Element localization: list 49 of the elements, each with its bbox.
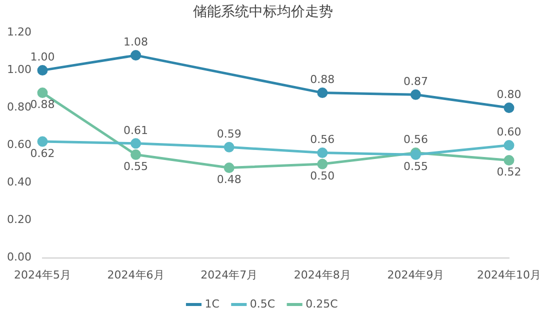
data-label: 0.59 [216, 128, 242, 141]
y-tick-label: 0.40 [6, 176, 32, 189]
point [317, 88, 328, 98]
y-tick-label: 0.80 [6, 100, 32, 114]
data-label: 0.61 [124, 124, 148, 137]
y-tick-label: 0.00 [6, 250, 32, 264]
x-tick-label: 2024年10月 [477, 268, 542, 282]
data-label: 0.52 [496, 166, 522, 179]
data-label: 0.56 [403, 133, 428, 146]
chart-title: 储能系统中标均价走势 [193, 4, 333, 20]
data-label: 0.55 [403, 160, 428, 174]
x-tick-label: 2024年6月 [107, 268, 164, 282]
data-label: 0.60 [496, 126, 522, 139]
data-label: 0.88 [30, 98, 55, 112]
data-label: 0.80 [496, 88, 522, 102]
data-label: 1.00 [30, 50, 55, 64]
y-tick-label: 1.00 [6, 63, 32, 76]
point [504, 102, 514, 114]
y-tick-label: 0.20 [6, 213, 32, 226]
data-label: 1.08 [124, 36, 148, 49]
point [504, 140, 514, 151]
x-tick-label: 2024年9月 [387, 268, 444, 282]
point [410, 89, 421, 100]
point [224, 162, 234, 174]
point [130, 138, 142, 149]
y-tick-label: 0.60 [6, 138, 32, 152]
point [224, 142, 234, 152]
point [130, 149, 142, 160]
point [317, 158, 328, 170]
point [37, 65, 48, 76]
point [504, 155, 514, 166]
data-label: 0.48 [216, 173, 242, 186]
legend-label: 1C [204, 297, 220, 310]
point [130, 50, 142, 61]
legend-label: 0.5C [250, 297, 276, 310]
data-label: 0.56 [310, 133, 335, 146]
y-tick-label: 1.20 [6, 26, 32, 39]
legend-label: 0.25C [306, 297, 338, 310]
data-label: 0.50 [310, 169, 335, 182]
data-label: 0.55 [124, 160, 148, 174]
x-tick-label: 2024年8月 [294, 268, 351, 282]
data-label: 0.87 [403, 75, 428, 88]
data-label: 0.62 [30, 146, 55, 160]
point [317, 148, 328, 158]
x-tick-label: 2024年5月 [14, 268, 71, 282]
point [37, 88, 48, 98]
x-tick-label: 2024年7月 [200, 268, 258, 282]
data-label: 0.88 [310, 73, 335, 86]
point [37, 136, 48, 147]
